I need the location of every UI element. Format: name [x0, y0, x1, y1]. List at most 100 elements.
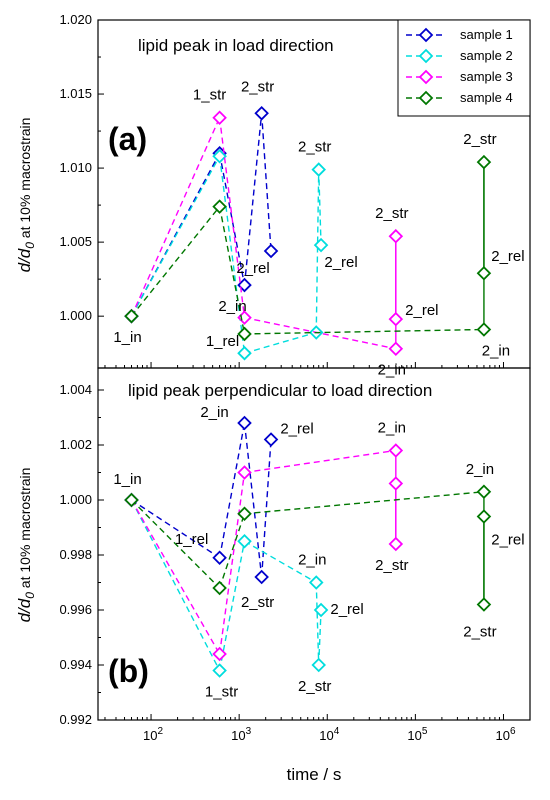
- point-annotation: 1_in: [113, 329, 141, 346]
- y-label-rest: at 10% macrostrain: [17, 118, 33, 243]
- data-point-3: [388, 536, 404, 552]
- data-point-4: [124, 308, 139, 324]
- x-tick-label: 102: [143, 726, 163, 743]
- point-annotation: 1_str: [193, 87, 226, 104]
- panel-a: 1.000 1.005 1.010 1.015 1.020 1_in 1_str 1_rel 2…: [59, 12, 531, 379]
- data-point-4: [212, 580, 227, 596]
- data-point-4: [237, 326, 252, 342]
- y-tick-label: 0.998: [59, 547, 92, 562]
- series-line-4: [218, 206, 246, 335]
- y-label-rest: at 10% macrostrain: [17, 468, 33, 593]
- point-annotation: 2_in: [466, 461, 494, 478]
- data-point-3: [212, 646, 227, 662]
- y-label-sub: 0: [23, 242, 37, 249]
- point-annotation: 2_str: [298, 678, 331, 695]
- data-point-3: [212, 110, 227, 126]
- y-label-main: d/d: [15, 248, 34, 272]
- data-point-3: [237, 465, 252, 480]
- point-annotation: 2_str: [375, 205, 408, 222]
- series-line-3: [244, 449, 396, 474]
- x-tick-label: 105: [407, 726, 427, 743]
- x-tick-label: 106: [495, 726, 515, 743]
- series-line-4: [131, 499, 221, 589]
- point-annotation: 2_in: [378, 420, 406, 437]
- y-tick-label: 0.996: [59, 602, 92, 617]
- series-line-2: [130, 155, 221, 317]
- series-line-3: [244, 316, 396, 350]
- point-annotation: 1_in: [113, 471, 141, 488]
- series-line-2: [130, 499, 221, 671]
- data-point-4: [212, 199, 227, 214]
- panel-a-title: lipid peak in load direction: [138, 36, 334, 55]
- y-tick-label: 0.994: [59, 657, 92, 672]
- data-point-4: [476, 265, 492, 281]
- point-annotation: 2_in: [200, 404, 228, 421]
- series-line-4: [244, 328, 484, 335]
- point-annotation: 1_str: [205, 684, 238, 701]
- point-annotation: 2_in: [298, 552, 326, 569]
- series-line-1: [243, 422, 263, 578]
- data-point-1: [254, 106, 269, 121]
- data-point-3: [388, 341, 404, 357]
- data-point-4: [476, 154, 492, 170]
- point-annotation: 2_str: [298, 139, 331, 156]
- point-annotation: 2_in: [378, 362, 406, 379]
- point-annotation: 2_str: [241, 78, 274, 95]
- series-line-1: [218, 422, 246, 558]
- panel-b-title: lipid peak perpendicular to load directi…: [128, 381, 432, 400]
- data-point-1: [263, 243, 279, 259]
- series-line-3: [130, 117, 221, 317]
- series-line-4: [218, 513, 246, 589]
- y-tick-label: 1.000: [59, 492, 92, 507]
- data-point-2: [212, 663, 227, 678]
- point-annotation: 2_rel: [330, 601, 363, 618]
- point-annotation: 2_rel: [491, 248, 524, 265]
- legend-marker: [418, 27, 434, 43]
- legend-label: sample 4: [460, 90, 513, 105]
- x-axis-label: time / s: [287, 765, 342, 784]
- series-line-4: [130, 206, 221, 317]
- x-tick-label: 104: [319, 726, 339, 743]
- series-line-1: [243, 113, 263, 286]
- panel-a-letter: (a): [108, 121, 147, 157]
- point-annotation: 2_in: [218, 298, 246, 315]
- series-line-4: [244, 491, 484, 515]
- data-point-3: [388, 476, 404, 491]
- data-point-2: [237, 533, 252, 549]
- point-annotation: 2_rel: [236, 260, 269, 277]
- y-tick-label: 1.005: [59, 234, 92, 249]
- data-point-1: [254, 569, 269, 585]
- series-line-1: [130, 152, 221, 317]
- data-point-4: [476, 322, 492, 337]
- x-tick-label: 103: [231, 726, 251, 743]
- y-tick-label: 1.010: [59, 160, 92, 175]
- data-point-1: [237, 415, 252, 431]
- panel-b-letter: (b): [108, 653, 149, 689]
- y-tick-label: 1.002: [59, 437, 92, 452]
- point-annotation: 2_str: [463, 131, 496, 148]
- y-label-main: d/d: [15, 598, 34, 622]
- point-annotation: 2_rel: [491, 532, 524, 549]
- point-annotation: 1_rel: [206, 333, 239, 350]
- series-line-1: [218, 153, 246, 286]
- point-annotation: 2_rel: [324, 254, 357, 271]
- point-annotation: 2_str: [463, 624, 496, 641]
- legend: sample 1 sample 2 sample 3 sample 4: [397, 19, 531, 117]
- panel-b: 0.992 0.994 0.996 0.998 1.000 1.002 1.004 102 10…: [59, 382, 531, 743]
- y-tick-label: 1.015: [59, 86, 92, 101]
- series-line-2: [315, 582, 320, 666]
- legend-marker: [418, 69, 434, 85]
- data-point-3: [388, 443, 404, 458]
- series-line-2: [244, 540, 317, 584]
- y-tick-label: 1.000: [59, 308, 92, 323]
- data-point-4: [476, 597, 492, 612]
- series-line-2: [315, 169, 320, 333]
- series-line-1: [131, 499, 220, 559]
- point-annotation: 2_in: [482, 342, 510, 359]
- series-line-3: [130, 499, 221, 655]
- data-point-2: [237, 345, 252, 361]
- point-annotation: 2_rel: [405, 302, 438, 319]
- data-point-4: [476, 509, 492, 524]
- series-line-3: [218, 117, 246, 318]
